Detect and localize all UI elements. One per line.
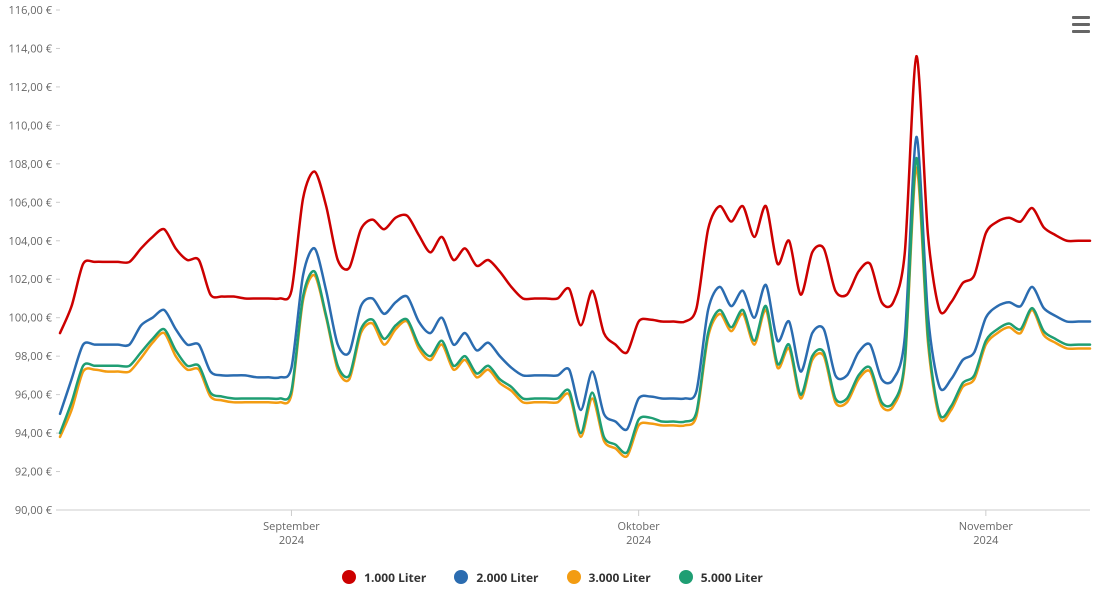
- legend-label: 1.000 Liter: [364, 569, 426, 586]
- y-tick-label: 90,00 €: [15, 503, 53, 518]
- y-tick-label: 100,00 €: [9, 311, 53, 326]
- legend-item[interactable]: 2.000 Liter: [454, 569, 538, 586]
- x-tick-sublabel: 2024: [973, 533, 999, 548]
- y-tick-label: 116,00 €: [9, 3, 53, 18]
- y-tick-label: 108,00 €: [9, 157, 53, 172]
- y-tick-label: 106,00 €: [9, 195, 53, 210]
- y-tick-label: 110,00 €: [9, 118, 53, 133]
- x-tick-label: Oktober: [618, 519, 661, 534]
- chart-menu-button[interactable]: [1069, 12, 1093, 36]
- y-tick-label: 96,00 €: [15, 388, 53, 403]
- y-tick-label: 104,00 €: [9, 234, 53, 249]
- legend-label: 3.000 Liter: [589, 569, 651, 586]
- legend-item[interactable]: 1.000 Liter: [342, 569, 426, 586]
- x-tick-sublabel: 2024: [626, 533, 652, 548]
- y-tick-label: 98,00 €: [15, 349, 53, 364]
- y-tick-label: 114,00 €: [9, 41, 53, 56]
- chart-legend: 1.000 Liter 2.000 Liter 3.000 Liter 5.000 L…: [0, 569, 1105, 589]
- y-tick-label: 112,00 €: [9, 80, 53, 95]
- y-tick-label: 94,00 €: [15, 426, 53, 441]
- legend-label: 2.000 Liter: [476, 569, 538, 586]
- legend-item[interactable]: 3.000 Liter: [567, 569, 651, 586]
- y-tick-label: 92,00 €: [15, 465, 53, 480]
- legend-swatch: [342, 570, 356, 584]
- legend-item[interactable]: 5.000 Liter: [679, 569, 763, 586]
- price-line-chart: 90,00 € 92,00 € 94,00 € 96,00 € 98,00 € 100,0…: [0, 0, 1105, 602]
- legend-swatch: [454, 570, 468, 584]
- legend-swatch: [679, 570, 693, 584]
- x-tick-label: September: [263, 519, 320, 534]
- y-tick-label: 102,00 €: [9, 272, 53, 287]
- legend-swatch: [567, 570, 581, 584]
- series-line: [60, 56, 1090, 353]
- legend-label: 5.000 Liter: [701, 569, 763, 586]
- x-tick-label: November: [959, 519, 1014, 534]
- x-tick-sublabel: 2024: [279, 533, 305, 548]
- series-line: [60, 137, 1090, 430]
